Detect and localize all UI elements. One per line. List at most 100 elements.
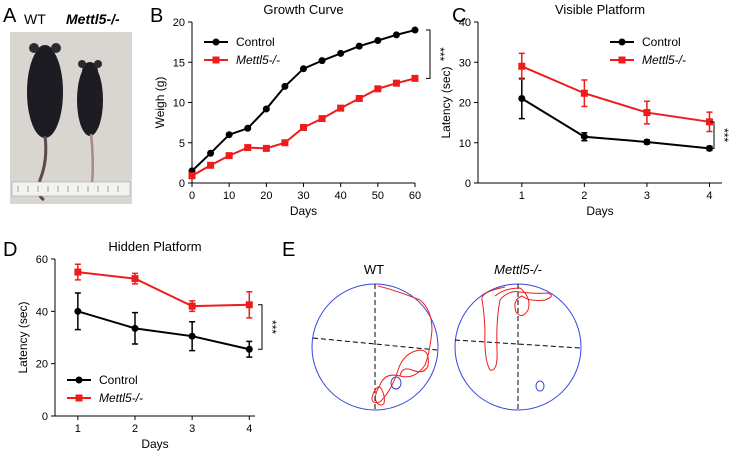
marker xyxy=(225,131,233,139)
annotation: *** xyxy=(265,320,279,334)
marker xyxy=(207,149,215,157)
y-tick-label: 10 xyxy=(459,138,471,150)
x-tick-label: 4 xyxy=(246,423,252,435)
series-line xyxy=(77,271,250,308)
y-axis-label: Latency (sec) xyxy=(16,301,30,373)
x-tick-label: 40 xyxy=(335,190,347,202)
x-axis-label: Days xyxy=(290,204,317,218)
marker xyxy=(245,301,253,309)
legend-marker xyxy=(75,394,83,402)
y-tick-label: 30 xyxy=(459,57,471,69)
x-axis-label: Days xyxy=(141,437,168,451)
x-tick-label: 2 xyxy=(132,423,138,435)
significance-bracket xyxy=(426,29,431,79)
marker xyxy=(188,302,196,310)
marker xyxy=(318,115,326,123)
marker xyxy=(337,49,345,57)
legend-marker xyxy=(75,376,83,384)
x-tick-label: 10 xyxy=(223,190,235,202)
marker xyxy=(207,161,215,169)
chart-title: Visible Platform xyxy=(555,2,645,17)
panel-label: E xyxy=(282,239,295,261)
x-tick-label: 4 xyxy=(706,190,712,202)
marker xyxy=(518,62,526,70)
photo-label: WT xyxy=(24,11,46,27)
y-tick-label: 10 xyxy=(173,98,185,110)
x-tick-label: 3 xyxy=(189,423,195,435)
marker xyxy=(131,324,139,332)
series-line xyxy=(521,97,710,150)
panel-label: B xyxy=(150,5,163,27)
marker xyxy=(392,31,400,39)
y-tick-label: 0 xyxy=(42,411,48,423)
marker xyxy=(188,172,196,180)
marker xyxy=(262,144,270,152)
marker xyxy=(374,37,382,45)
series-line xyxy=(77,310,250,351)
x-tick-label: 0 xyxy=(189,190,195,202)
y-tick-label: 15 xyxy=(173,57,185,69)
maze-wt xyxy=(311,283,439,411)
marker xyxy=(411,74,419,82)
marker xyxy=(643,138,651,146)
photo xyxy=(10,32,132,204)
chart-title: Growth Curve xyxy=(263,2,343,17)
marker xyxy=(262,105,270,113)
marker xyxy=(318,57,326,65)
maze-label: WT xyxy=(364,262,384,277)
marker xyxy=(337,104,345,112)
marker xyxy=(580,133,588,141)
x-tick-label: 3 xyxy=(644,190,650,202)
legend-label: Mettl5-/- xyxy=(236,53,280,67)
legend-label: Control xyxy=(236,35,275,49)
marker xyxy=(225,152,233,160)
marker xyxy=(245,345,253,353)
marker xyxy=(300,65,307,73)
panel-label: C xyxy=(452,5,466,27)
y-tick-label: 20 xyxy=(36,359,48,371)
marker xyxy=(392,79,400,87)
series-line xyxy=(521,65,710,123)
marker xyxy=(705,144,713,152)
y-tick-label: 40 xyxy=(36,306,48,318)
legend-marker xyxy=(618,56,626,64)
marker xyxy=(580,89,588,97)
marker xyxy=(374,85,382,93)
annotation: *** xyxy=(717,128,731,142)
y-tick-label: 40 xyxy=(459,17,471,29)
legend-marker xyxy=(212,56,220,64)
legend-label: Mettl5-/- xyxy=(99,391,143,405)
annotation: *** xyxy=(433,47,447,61)
legend-label: Control xyxy=(642,35,681,49)
legend-marker xyxy=(618,38,626,46)
y-tick-label: 20 xyxy=(173,17,185,29)
y-tick-label: 0 xyxy=(465,178,471,190)
y-axis-label: Weigh (g) xyxy=(153,77,167,129)
significance-bracket xyxy=(258,304,263,350)
series-line xyxy=(191,29,416,172)
panel-label: D xyxy=(3,239,17,261)
maze-mettl5 xyxy=(454,283,582,411)
x-tick-label: 60 xyxy=(409,190,421,202)
marker xyxy=(74,307,82,315)
y-tick-label: 60 xyxy=(36,254,48,266)
marker xyxy=(131,275,139,283)
marker xyxy=(244,144,252,152)
photo-label: Mettl5-/- xyxy=(66,11,120,27)
marker xyxy=(300,123,307,131)
y-tick-label: 20 xyxy=(459,98,471,110)
x-tick-label: 1 xyxy=(75,423,81,435)
legend-label: Mettl5-/- xyxy=(642,53,686,67)
maze-label: Mettl5-/- xyxy=(494,262,542,277)
legend-marker xyxy=(212,38,220,46)
x-axis-label: Days xyxy=(586,204,613,218)
significance-bracket xyxy=(710,121,715,149)
x-tick-label: 50 xyxy=(372,190,384,202)
legend-label: Control xyxy=(99,373,138,387)
marker xyxy=(355,42,363,50)
chart-title: Hidden Platform xyxy=(108,239,201,254)
x-tick-label: 1 xyxy=(519,190,525,202)
marker xyxy=(74,268,82,276)
x-tick-label: 30 xyxy=(297,190,309,202)
